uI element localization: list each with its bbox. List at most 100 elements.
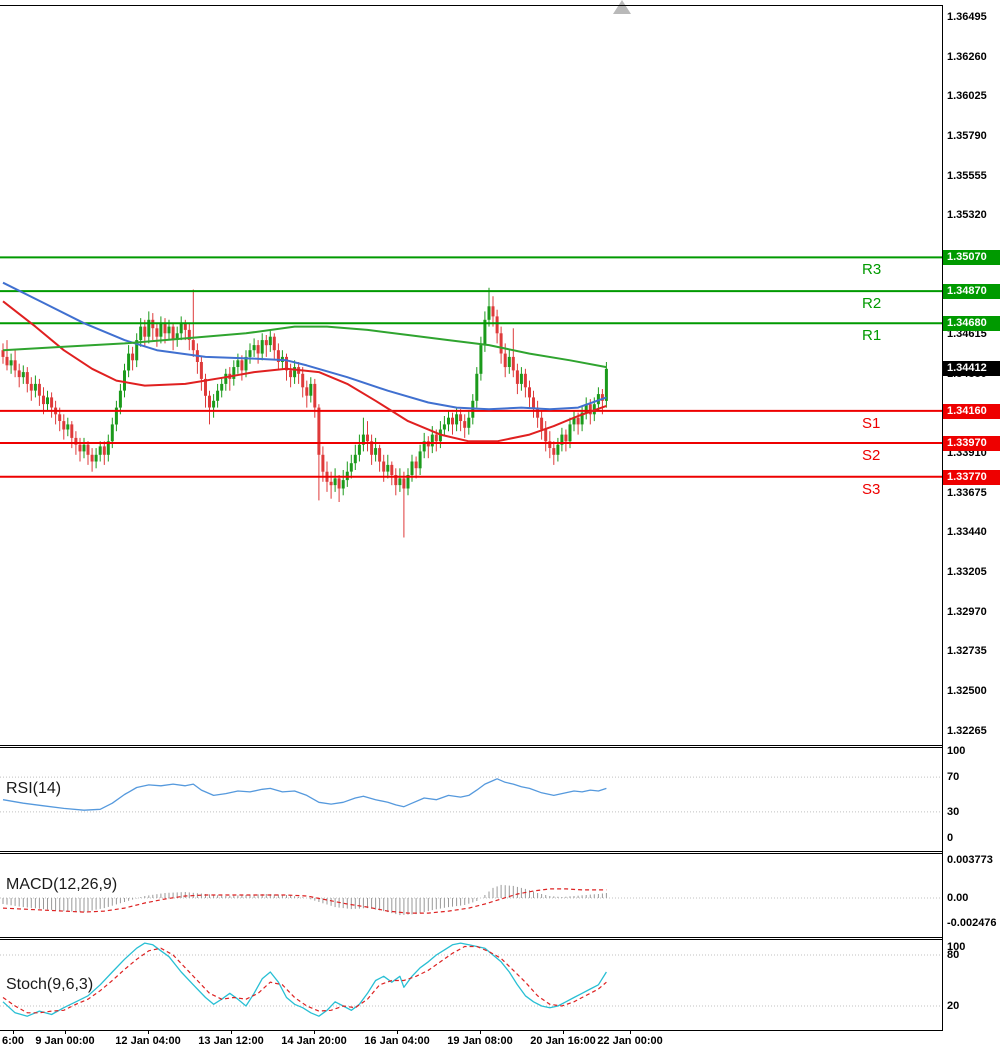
candle-body [430,434,434,447]
candle-body [503,353,507,368]
candle-body [317,407,321,455]
price-axis-label: 1.32265 [947,725,987,737]
pivot-price-label-s2: 1.33970 [943,436,1000,451]
candle-body [366,434,369,442]
candle-body [289,370,293,378]
candle-body [199,362,203,379]
panel-separator-macd-stoch-2[interactable] [0,939,1000,940]
candle-body [86,444,90,455]
panel-separator-rsi-macd-2[interactable] [0,853,1000,854]
price-axis-label: 1.36495 [947,11,987,23]
candle-body [455,414,459,425]
candle-body [576,417,580,425]
candle-body [475,373,479,401]
candle-body [548,441,552,448]
panel-separator-macd-stoch[interactable] [0,937,1000,938]
candle-body [361,434,365,445]
candle-body [256,345,260,354]
candle-body [442,424,446,430]
stoch-axis-label: 100 [947,941,966,953]
candle-body [572,417,576,425]
macd-axis-label: -0.002476 [947,917,997,929]
time-axis-border [0,1030,1000,1031]
candle-body [127,353,131,371]
candle-body [451,417,454,425]
candle-body [240,360,244,371]
candle-body [370,441,374,455]
pivot-price-label-r3: 1.35070 [943,250,1000,265]
candle-body [58,414,62,421]
candle-body [1,350,5,357]
candle-body [183,323,187,330]
rsi-axis-label: 100 [947,745,966,757]
candle-body [309,383,313,396]
candle-body [66,424,70,430]
candle-body [528,387,531,398]
candle-body [78,444,82,452]
candle-body [114,407,118,425]
panel-separator-main-rsi-2[interactable] [0,747,1000,748]
price-axis-label: 1.32735 [947,645,987,657]
stoch-k-line [2,942,607,1017]
candle-body [507,356,511,367]
candle-body [434,434,438,442]
stoch-axis-label: 80 [947,949,960,961]
candle-body [179,323,183,334]
chart-canvas[interactable] [0,0,943,1053]
cursor-artifact [613,0,631,14]
candle-body [159,323,163,337]
candle-body [208,395,211,408]
candle-body [175,333,179,340]
candle-body [515,370,519,384]
candle-body [285,356,288,371]
candle-body [13,360,17,371]
candle-body [37,383,41,396]
candle-body [9,360,13,366]
candle-body [463,421,467,428]
price-axis-label: 1.33675 [947,487,987,499]
panel-separator-main-rsi[interactable] [0,745,1000,746]
price-axis-label: 1.35320 [947,209,987,221]
candle-body [220,383,224,391]
candle-body [422,441,426,452]
candle-body [459,414,463,421]
candle-body [491,306,495,317]
candle-body [564,434,568,442]
candle-body [523,373,527,388]
candle-body [483,319,487,346]
candle-body [248,350,252,357]
candle-body [398,478,402,486]
price-axis: 1.36495 1.36260 1.36025 1.35790 1.35555 1.353… [943,0,1000,1053]
candle-body [402,478,406,489]
candle-body [204,378,207,396]
price-axis-label: 1.36260 [947,51,987,63]
candle-body [588,404,592,415]
candle-body [17,370,21,378]
pivot-price-label-s3: 1.33770 [943,470,1000,485]
candle-body [252,345,256,351]
candle-body [495,316,499,334]
candle-body [337,478,341,489]
candle-body [94,454,98,462]
ma-green [2,325,607,369]
candle-body [191,340,195,351]
candle-body [236,360,240,367]
candle-body [33,383,37,391]
ma-blue [2,281,607,411]
candle-body [42,395,45,405]
candle-body [467,417,471,428]
candle-body [131,353,135,361]
price-axis-label: 1.36025 [947,90,987,102]
candle-body [556,444,560,455]
candle-body [276,350,280,362]
candle-body [90,454,94,462]
panel-separator-rsi-macd[interactable] [0,851,1000,852]
candle-body [272,336,276,351]
candle-body [499,333,503,354]
candle-body [70,424,74,438]
candle-body [50,397,54,408]
candle-body [313,383,317,408]
price-axis-label: 1.35790 [947,130,987,142]
candle-body [29,383,33,391]
candle-body [264,340,268,346]
